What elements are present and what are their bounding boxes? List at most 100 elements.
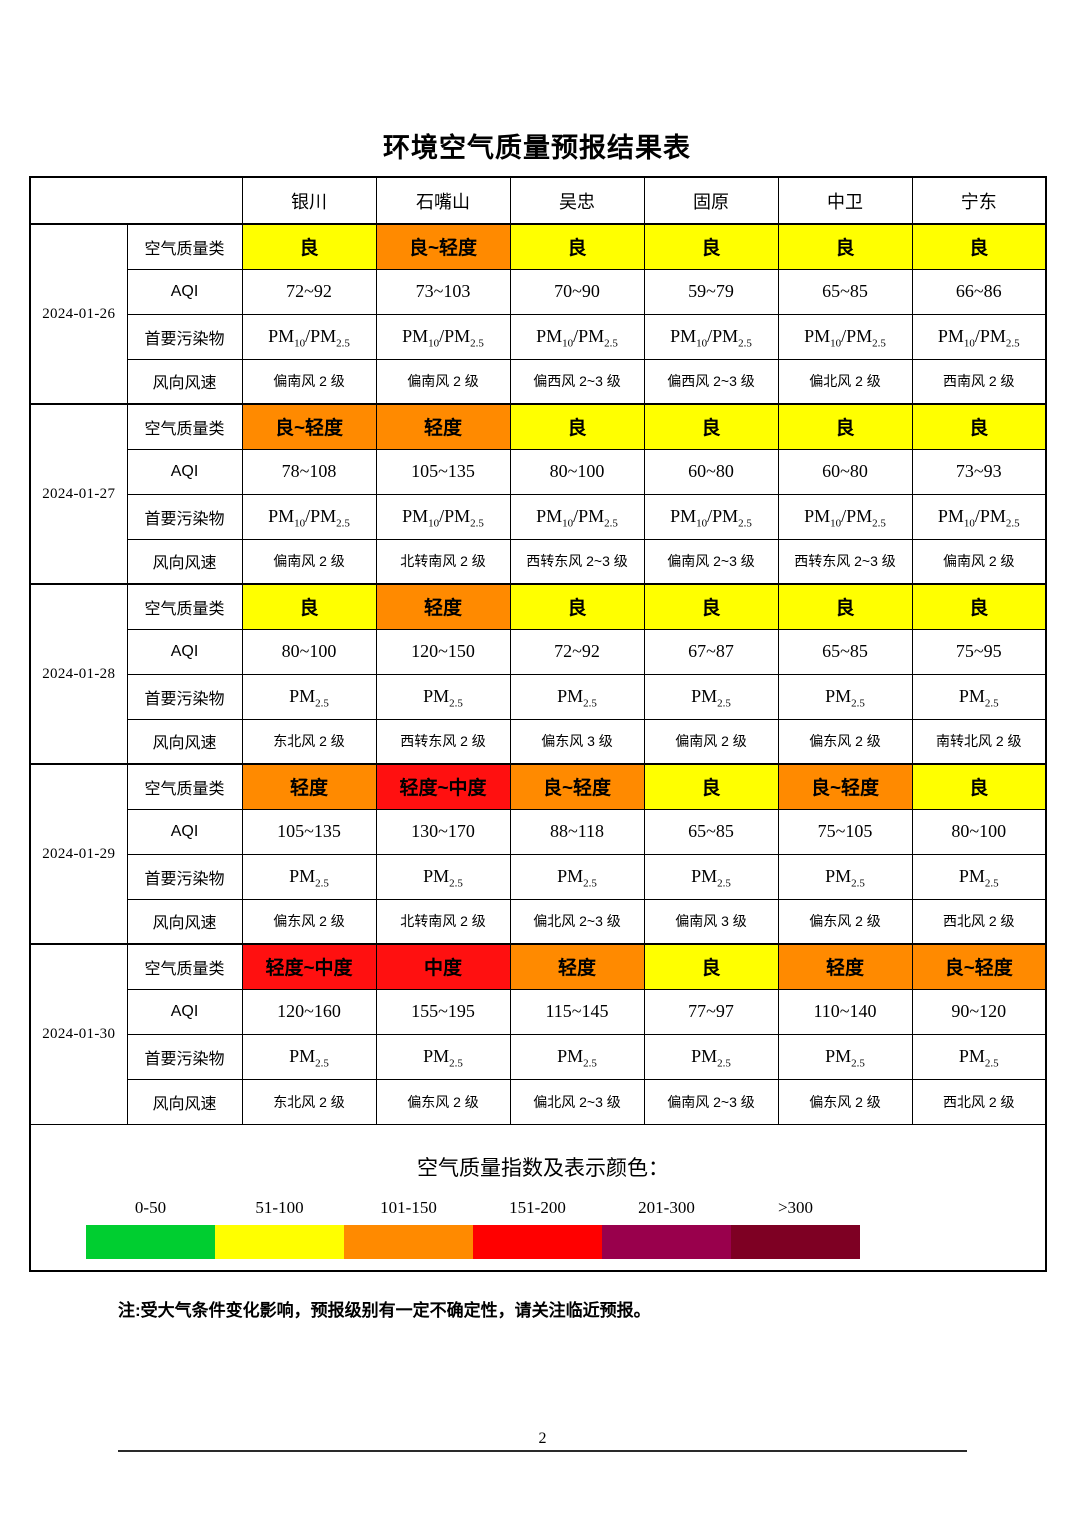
aqi-value-cell: 60~80 [777, 448, 913, 495]
pollutant-value-cell: PM2.5 [241, 673, 377, 720]
row-label-wind: 风向风速 [126, 1078, 243, 1125]
category-value-cell: 轻度 [241, 763, 377, 810]
legend-color-swatch [344, 1225, 473, 1260]
corner-cell [29, 176, 243, 225]
legend-item-4: 201-300 [602, 1198, 731, 1260]
city-header-1: 石嘴山 [375, 176, 511, 225]
aqi-value-cell: 65~85 [643, 808, 779, 855]
wind-row: 风向风速 东北风 2 级偏东风 2 级偏北风 2~3 级偏南风 2~3 级偏东风 … [30, 1078, 1047, 1125]
wind-value-cell: 偏东风 2 级 [375, 1078, 511, 1125]
category-value-cell: 良 [509, 403, 645, 450]
city-header-3: 固原 [643, 176, 779, 225]
aqi-value-cell: 120~150 [375, 628, 511, 675]
date-cell: 2024-01-30 [29, 943, 128, 1125]
city-header-4: 中卫 [777, 176, 913, 225]
pollutant-value-cell: PM2.5 [509, 1033, 645, 1080]
category-value-cell: 良 [643, 403, 779, 450]
pollutant-value-cell: PM10/PM2.5 [509, 313, 645, 360]
legend-swatches: 0-50 51-100 101-150 151-200 201-300 >300 [86, 1198, 1045, 1260]
legend-item-2: 101-150 [344, 1198, 473, 1260]
row-label-pollutant: 首要污染物 [126, 673, 243, 720]
category-value-cell: 良~轻度 [375, 223, 511, 270]
date-cell: 2024-01-28 [29, 583, 128, 765]
pollutant-value-cell: PM2.5 [911, 853, 1047, 900]
wind-value-cell: 偏东风 2 级 [777, 898, 913, 945]
wind-value-cell: 偏东风 3 级 [509, 718, 645, 765]
pollutant-value-cell: PM2.5 [509, 673, 645, 720]
row-label-wind: 风向风速 [126, 898, 243, 945]
wind-value-cell: 偏南风 2~3 级 [643, 538, 779, 585]
pollutant-value-cell: PM10/PM2.5 [643, 313, 779, 360]
wind-value-cell: 偏南风 3 级 [643, 898, 779, 945]
wind-value-cell: 西转东风 2~3 级 [777, 538, 913, 585]
aqi-value-cell: 120~160 [241, 988, 377, 1035]
legend-title: 空气质量指数及表示颜色： [417, 1157, 669, 1181]
aqi-value-cell: 73~103 [375, 268, 511, 315]
category-value-cell: 良 [241, 583, 377, 630]
legend-row: 空气质量指数及表示颜色： 0-50 51-100 101-150 151-200 201… [29, 1123, 1047, 1272]
category-value-cell: 良 [911, 583, 1047, 630]
aqi-value-cell: 88~118 [509, 808, 645, 855]
pollutant-row: 首要污染物 PM10/PM2.5 PM10/PM2.5 PM10/PM2.5 PM10/… [30, 493, 1047, 540]
pollutant-value-cell: PM2.5 [375, 1033, 511, 1080]
legend-item-5: >300 [731, 1198, 860, 1260]
pollutant-value-cell: PM2.5 [643, 853, 779, 900]
legend-color-swatch [86, 1225, 215, 1260]
category-value-cell: 良 [241, 223, 377, 270]
category-value-cell: 良 [777, 403, 913, 450]
wind-value-cell: 东北风 2 级 [241, 1078, 377, 1125]
aqi-value-cell: 155~195 [375, 988, 511, 1035]
aqi-value-cell: 115~145 [509, 988, 645, 1035]
row-label-wind: 风向风速 [126, 538, 243, 585]
wind-value-cell: 偏南风 2 级 [375, 358, 511, 405]
wind-value-cell: 偏南风 2 级 [241, 538, 377, 585]
pollutant-value-cell: PM10/PM2.5 [643, 493, 779, 540]
pollutant-value-cell: PM10/PM2.5 [777, 493, 913, 540]
wind-value-cell: 偏南风 2 级 [241, 358, 377, 405]
category-row: 2024-01-30 空气质量类 轻度~中度 中度 轻度良轻度 良~轻度 [29, 943, 1047, 1125]
legend-range-label: >300 [777, 1198, 814, 1218]
pollutant-row: 首要污染物 PM2.5 PM2.5 PM2.5 PM2.5 PM2.5 PM2.5 [30, 1033, 1047, 1080]
pollutant-row: 首要污染物 PM2.5 PM2.5 PM2.5 PM2.5 PM2.5 PM2.5 [30, 673, 1047, 720]
wind-value-cell: 偏东风 2 级 [241, 898, 377, 945]
category-value-cell: 轻度~中度 [241, 943, 377, 990]
wind-value-cell: 偏西风 2~3 级 [643, 358, 779, 405]
pollutant-value-cell: PM10/PM2.5 [375, 313, 511, 360]
legend-cell: 空气质量指数及表示颜色： 0-50 51-100 101-150 151-200 201… [29, 1123, 1047, 1272]
forecast-note: 注:受大气条件变化影响，预报级别有一定不确定性，请关注临近预报。 [118, 1301, 651, 1320]
legend-range-label: 51-100 [255, 1198, 304, 1218]
category-value-cell: 良~轻度 [911, 943, 1047, 990]
category-value-cell: 轻度 [509, 943, 645, 990]
aqi-value-cell: 66~86 [911, 268, 1047, 315]
legend-color-swatch [602, 1225, 731, 1260]
row-label-aqi: AQI [126, 448, 243, 495]
wind-row: 风向风速 偏东风 2 级北转南风 2 级偏北风 2~3 级偏南风 3 级偏东风 2… [30, 898, 1047, 945]
aqi-row: AQI 80~100 120~150 72~92 67~87 65~85 75~95 [30, 628, 1047, 675]
category-value-cell: 轻度~中度 [375, 763, 511, 810]
pollutant-value-cell: PM10/PM2.5 [375, 493, 511, 540]
pollutant-row: 首要污染物 PM10/PM2.5 PM10/PM2.5 PM10/PM2.5 PM10/… [30, 313, 1047, 360]
aqi-value-cell: 78~108 [241, 448, 377, 495]
category-value-cell: 良~轻度 [509, 763, 645, 810]
aqi-value-cell: 90~120 [911, 988, 1047, 1035]
aqi-value-cell: 72~92 [509, 628, 645, 675]
wind-value-cell: 偏南风 2~3 级 [643, 1078, 779, 1125]
category-value-cell: 良 [777, 223, 913, 270]
legend-item-1: 51-100 [215, 1198, 344, 1260]
category-value-cell: 良 [911, 403, 1047, 450]
city-header-5: 宁东 [911, 176, 1047, 225]
pollutant-value-cell: PM10/PM2.5 [241, 493, 377, 540]
category-value-cell: 中度 [375, 943, 511, 990]
wind-value-cell: 西北风 2 级 [911, 1078, 1047, 1125]
legend-item-3: 151-200 [473, 1198, 602, 1260]
pollutant-value-cell: PM2.5 [509, 853, 645, 900]
aqi-value-cell: 130~170 [375, 808, 511, 855]
row-label-category: 空气质量类 [126, 943, 243, 990]
pollutant-value-cell: PM2.5 [777, 1033, 913, 1080]
wind-value-cell: 偏北风 2~3 级 [509, 898, 645, 945]
wind-value-cell: 偏东风 2 级 [777, 718, 913, 765]
category-row: 2024-01-29 空气质量类 轻度 轻度~中度 良~轻度良良~轻度良 [29, 763, 1047, 945]
aqi-value-cell: 77~97 [643, 988, 779, 1035]
forecast-table: 银川 石嘴山 吴忠 固原 中卫 宁东 2024-01-26 空气质量类良良~轻度良良良良 AQ… [29, 176, 1047, 1272]
